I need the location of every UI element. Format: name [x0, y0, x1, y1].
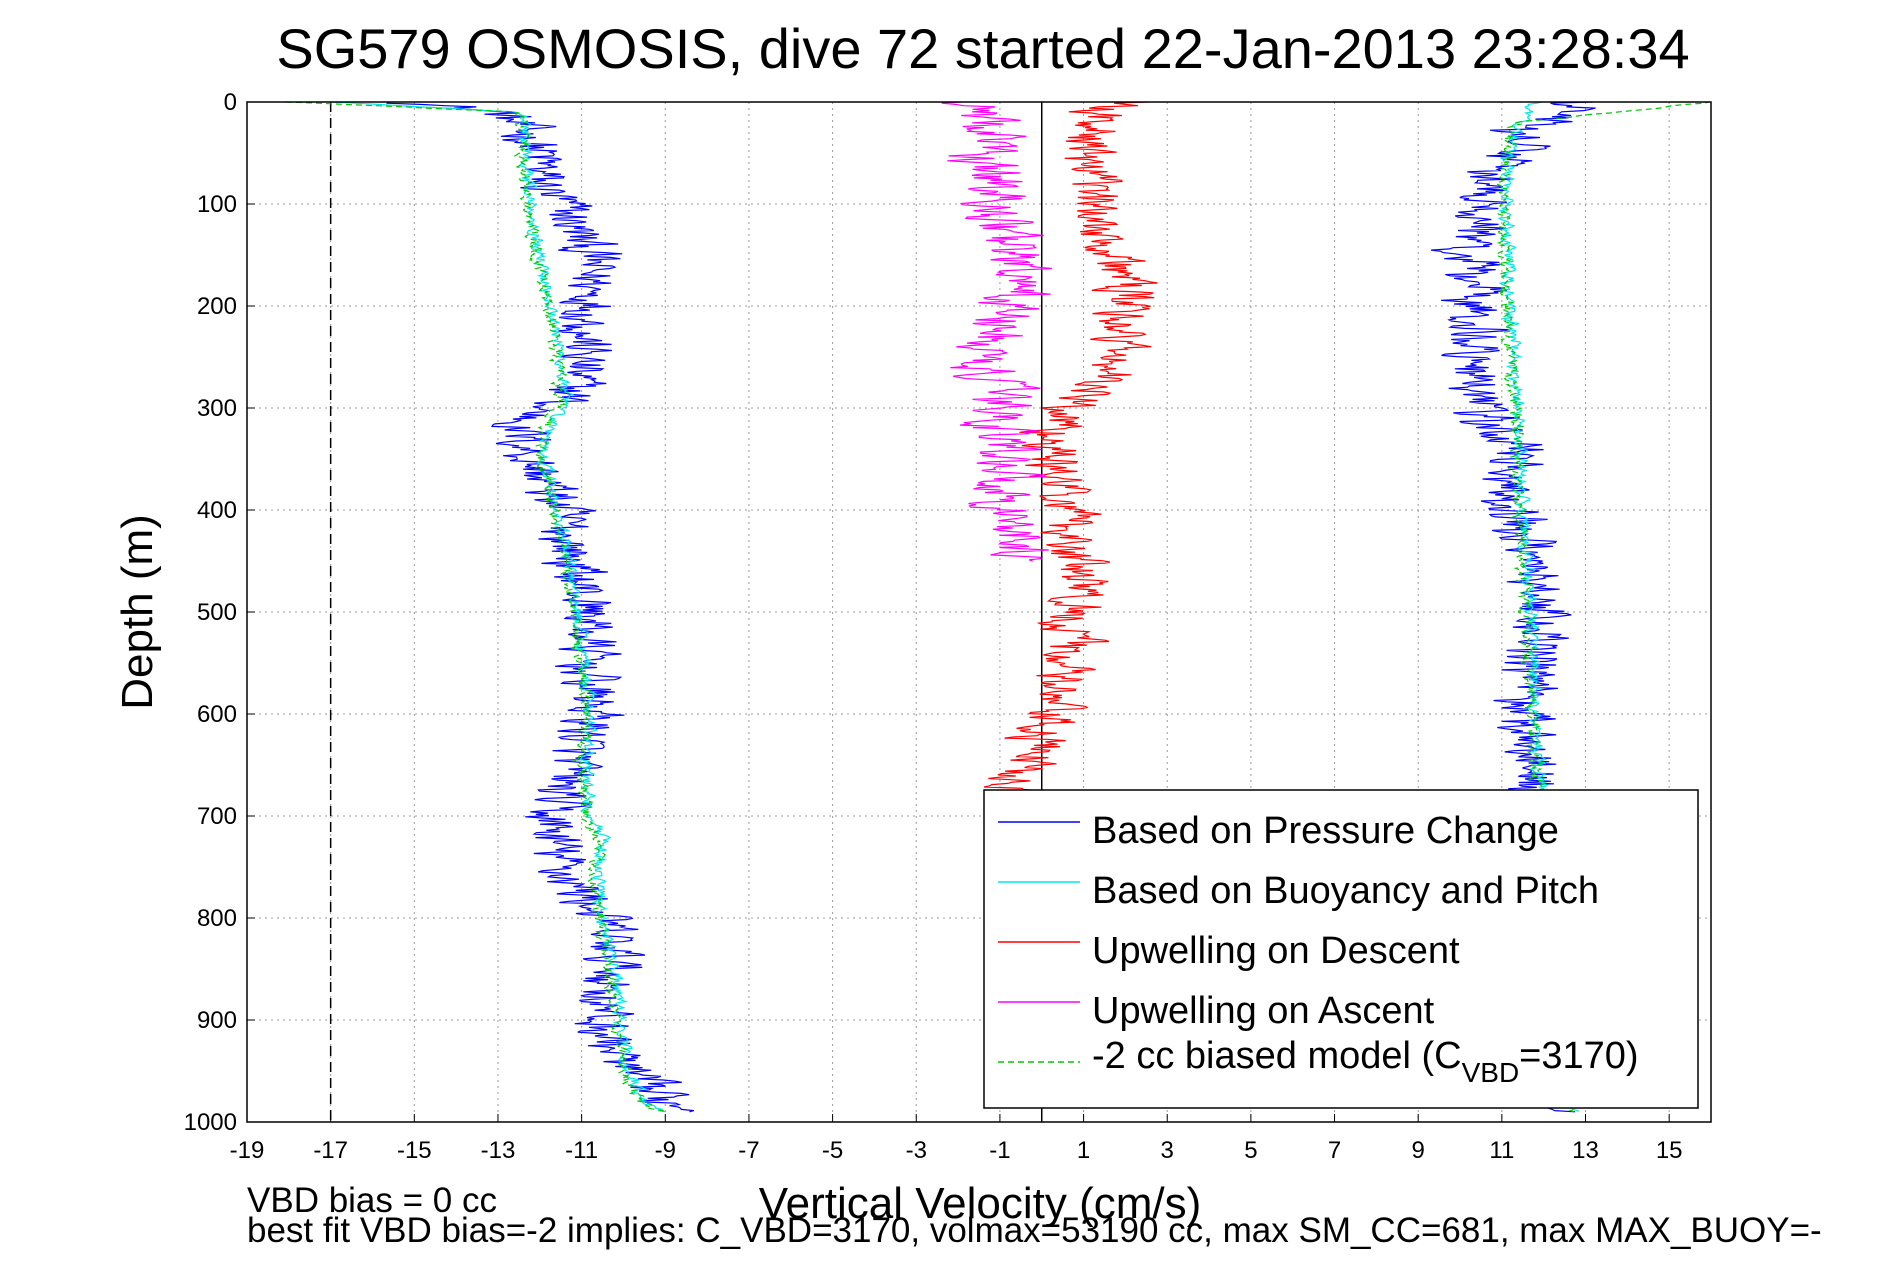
- y-tick-label-8: 800: [197, 905, 237, 932]
- y-axis-label: Depth (m): [113, 514, 162, 710]
- x-tick-label-15: 11: [1489, 1137, 1514, 1164]
- x-tick-label-7: -5: [822, 1137, 843, 1164]
- legend: Based on Pressure Change Based on Buoyan…: [983, 789, 1699, 1109]
- legend-entry-biased-model-suffix: =3170): [1519, 1035, 1638, 1077]
- legend-entry-biased-model: -2 cc biased model (CVBD=3170): [1092, 1035, 1639, 1088]
- legend-box: [983, 789, 1699, 1109]
- y-tick-label-10: 1000: [184, 1109, 237, 1136]
- x-tick-label-5: -9: [655, 1137, 676, 1164]
- y-tick-label-6: 600: [197, 701, 237, 728]
- legend-entry-pressure-change: Based on Pressure Change: [1092, 810, 1559, 852]
- x-tick-label-17: 15: [1656, 1137, 1683, 1164]
- x-tick-label-8: -3: [906, 1137, 927, 1164]
- x-axis-label: Vertical Velocity (cm/s): [759, 1179, 1202, 1228]
- y-tick-label-1: 100: [197, 191, 237, 218]
- best-fit-note: best fit VBD bias=-2 implies: C_VBD=3170…: [247, 1211, 1822, 1250]
- legend-entry-upwelling-ascent: Upwelling on Ascent: [1092, 990, 1435, 1032]
- y-tick-label-2: 200: [197, 293, 237, 320]
- series-0-segment-0: [385, 101, 695, 1113]
- legend-entry-buoyancy-pitch: Based on Buoyancy and Pitch: [1092, 870, 1599, 912]
- legend-entry-biased-model-prefix: -2 cc biased model (C: [1092, 1035, 1462, 1077]
- y-tick-label-5: 500: [197, 599, 237, 626]
- series-4-segment-1: [1495, 101, 1709, 1113]
- y-tick-label-0: 0: [224, 89, 237, 116]
- x-tick-label-0: -19: [230, 1137, 265, 1164]
- x-tick-label-6: -7: [738, 1137, 759, 1164]
- y-tick-label-3: 300: [197, 395, 237, 422]
- x-tick-label-4: -11: [565, 1137, 598, 1164]
- x-tick-label-10: 1: [1077, 1137, 1090, 1164]
- series-layer: [285, 101, 1709, 1113]
- legend-entry-upwelling-descent: Upwelling on Descent: [1092, 930, 1460, 972]
- vbd-bias-note: VBD bias = 0 cc: [247, 1181, 497, 1220]
- x-ticks: -19 -17 -15 -13 -11 -9 -7 -5 -3 -1 1 3 5 7 9 11 13 15: [230, 1114, 1683, 1164]
- x-tick-label-13: 7: [1328, 1137, 1341, 1164]
- series-4-segment-0: [285, 101, 665, 1113]
- x-tick-label-2: -15: [397, 1137, 432, 1164]
- y-tick-label-4: 400: [197, 497, 237, 524]
- y-tick-label-7: 700: [197, 803, 237, 830]
- x-tick-label-11: 3: [1161, 1137, 1174, 1164]
- y-tick-label-9: 900: [197, 1007, 237, 1034]
- x-tick-label-12: 5: [1244, 1137, 1257, 1164]
- x-tick-label-16: 13: [1572, 1137, 1599, 1164]
- legend-entry-biased-model-subscript: VBD: [1462, 1057, 1520, 1088]
- chart-title: SG579 OSMOSIS, dive 72 started 22-Jan-20…: [276, 17, 1689, 80]
- series-2-segment-0: [983, 101, 1158, 797]
- x-tick-label-9: -1: [989, 1137, 1010, 1164]
- x-tick-label-3: -13: [481, 1137, 516, 1164]
- x-tick-label-14: 9: [1412, 1137, 1425, 1164]
- y-ticks: 0 100 200 300 400 500 600 700 800 900 1000: [184, 89, 255, 1136]
- series-3-segment-0: [941, 101, 1053, 562]
- x-tick-label-1: -17: [313, 1137, 348, 1164]
